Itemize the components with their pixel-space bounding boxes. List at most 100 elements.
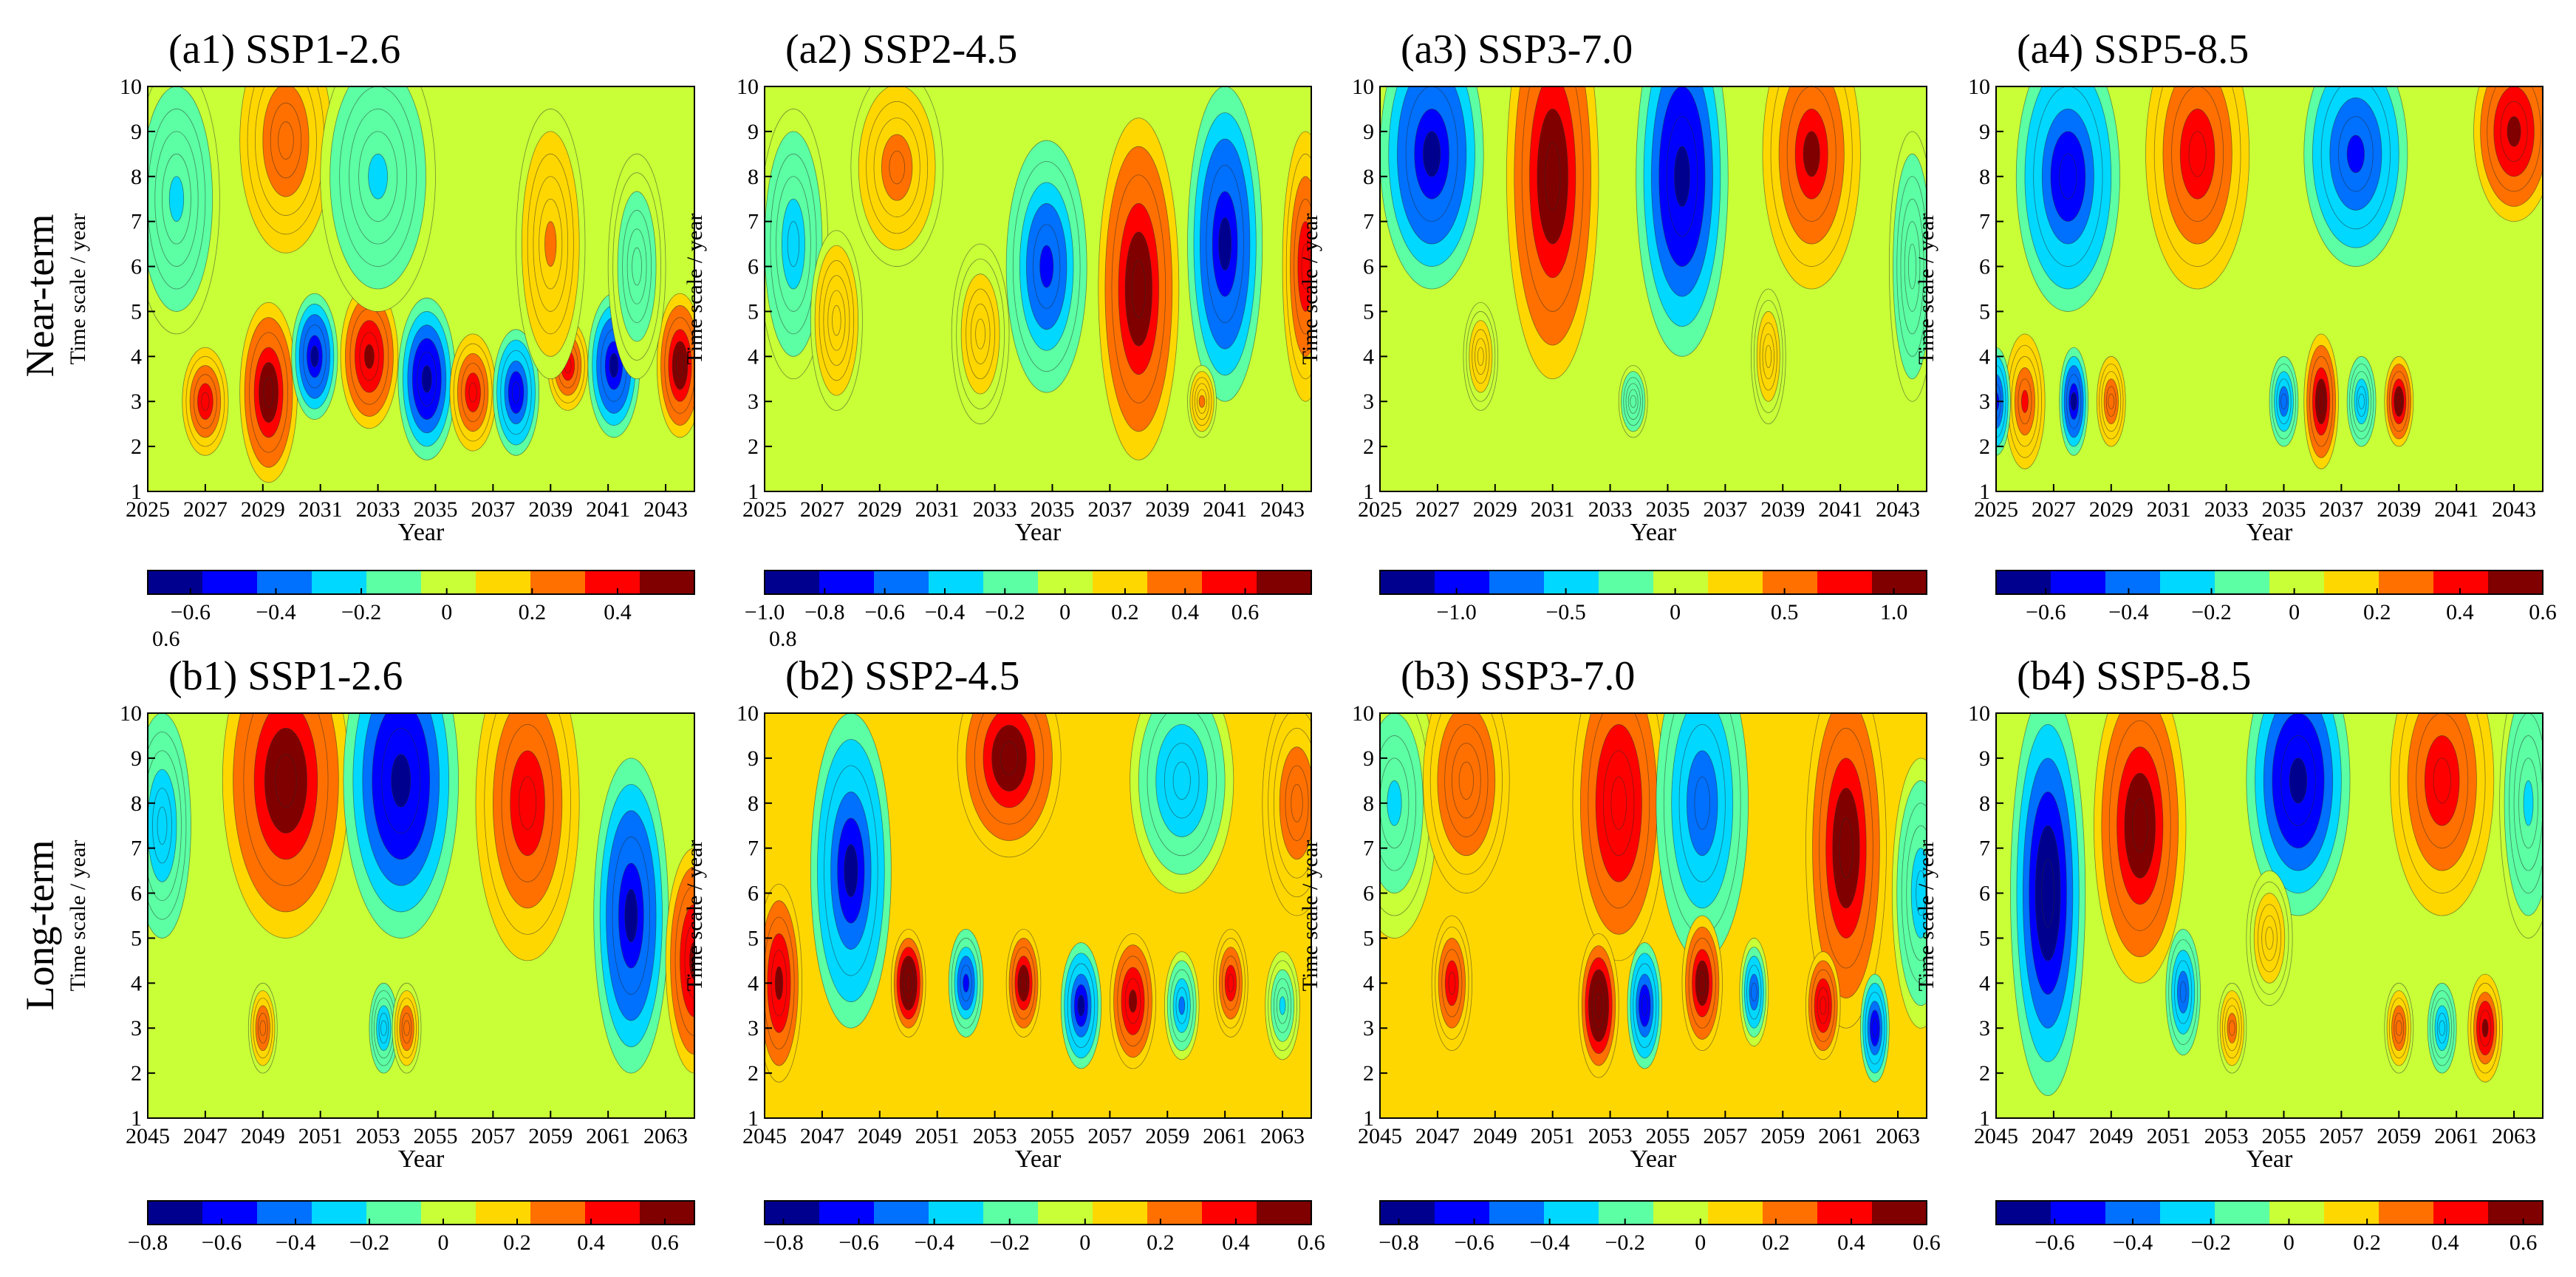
colorbar-tick-label: −0.6 bbox=[1454, 1230, 1494, 1255]
colorbar-tick-label: −0.8 bbox=[1378, 1230, 1418, 1255]
colorbar-segment bbox=[1489, 1201, 1545, 1225]
colorbar-tick-label: 0.6 bbox=[2510, 1230, 2538, 1255]
plot-frame bbox=[1379, 712, 1927, 1119]
contour-level bbox=[2041, 859, 2054, 927]
colorbar-tick-label: −0.2 bbox=[990, 1230, 1030, 1255]
colorbar-tick-label: 0.6 bbox=[1913, 1230, 1941, 1255]
contour-level bbox=[2481, 1018, 2489, 1038]
contour-feature bbox=[1805, 713, 1887, 1029]
contour-feature bbox=[1627, 942, 1663, 1069]
contour-feature bbox=[247, 982, 278, 1074]
contour-level bbox=[1128, 990, 1138, 1013]
contour-level bbox=[1458, 761, 1474, 800]
x-tick-label: 2043 bbox=[1260, 497, 1305, 522]
contour-level bbox=[1178, 996, 1186, 1015]
contour-feature bbox=[1860, 973, 1890, 1083]
contour-level bbox=[2317, 389, 2325, 413]
panel-b4: (b4) SSP5-8.5 1 2 3 4 5 6 7 8 9 10 2045 2047 2049 2051… bbox=[1914, 653, 2543, 1255]
colorbar-segment bbox=[1435, 1201, 1490, 1225]
colorbar-tick-label: −0.2 bbox=[2191, 1230, 2231, 1255]
contour-level bbox=[963, 973, 970, 992]
contour-feature bbox=[291, 293, 338, 420]
colorbar-segment bbox=[1708, 571, 1763, 594]
contour-level bbox=[2358, 393, 2365, 409]
colorbar-tick-label: 0.2 bbox=[2363, 600, 2391, 624]
row-label-long-term: Long-term bbox=[18, 840, 62, 1011]
colorbar-segment bbox=[2051, 1201, 2106, 1225]
x-tick-label: 2025 bbox=[742, 497, 787, 522]
x-tick-label: 2037 bbox=[1087, 497, 1132, 522]
contour-level bbox=[2395, 393, 2402, 409]
y-tick-label: 2 bbox=[748, 1061, 759, 1086]
y-tick-label: 5 bbox=[1979, 299, 1990, 324]
colorbar-tick-label: −0.4 bbox=[276, 1230, 315, 1255]
colorbar: −1.0 −0.5 0 0.5 1.0 bbox=[1379, 570, 1927, 624]
colorbar-segment bbox=[530, 1201, 586, 1225]
contour-feature bbox=[656, 293, 694, 438]
x-tick-label: 2033 bbox=[1588, 497, 1633, 522]
y-tick-label: 6 bbox=[748, 255, 759, 279]
contour-feature bbox=[2015, 86, 2120, 312]
contour-level bbox=[1020, 973, 1027, 992]
colorbar-segment bbox=[2160, 1201, 2215, 1225]
colorbar-segment bbox=[2433, 571, 2489, 594]
contour-level bbox=[168, 176, 185, 222]
panel-b3: (b3) SSP3-7.0 1 2 3 4 5 6 7 8 9 10 2045 2047 2049 2051… bbox=[1298, 653, 1941, 1255]
contour-level bbox=[1674, 146, 1690, 207]
colorbar-segment bbox=[1038, 1201, 1093, 1225]
y-tick-label: 8 bbox=[131, 791, 142, 816]
colorbar-segment bbox=[1257, 571, 1312, 594]
contour-level bbox=[2059, 153, 2077, 200]
colorbar-tick-label: −0.8 bbox=[804, 600, 844, 624]
y-tick-label: 1 bbox=[1979, 480, 1990, 504]
x-tick-label: 2033 bbox=[973, 497, 1017, 522]
contour-feature bbox=[957, 713, 1062, 858]
colorbar-segment bbox=[366, 1201, 422, 1225]
colorbar-tick-label: 0 bbox=[1059, 600, 1070, 624]
contour-feature bbox=[850, 86, 943, 267]
x-tick-label: 2027 bbox=[2032, 497, 2076, 522]
colorbar-extra-label: 0.8 bbox=[769, 627, 797, 651]
colorbar-segment bbox=[1996, 571, 2051, 594]
y-tick-label: 4 bbox=[1979, 971, 1990, 995]
colorbar-segment bbox=[2379, 1201, 2434, 1225]
contour-level bbox=[1641, 995, 1648, 1017]
contour-level bbox=[689, 941, 694, 980]
colorbar-segment bbox=[1093, 1201, 1148, 1225]
colorbar-segment bbox=[1435, 571, 1490, 594]
colorbar-segment bbox=[2215, 1201, 2270, 1225]
x-tick-label: 2033 bbox=[2204, 497, 2249, 522]
y-tick-label: 7 bbox=[131, 210, 142, 234]
colorbar-tick-label: −0.4 bbox=[256, 600, 295, 624]
contour-feature bbox=[392, 982, 422, 1074]
y-tick-label: 10 bbox=[1352, 75, 1374, 99]
contour-level bbox=[2265, 926, 2274, 950]
contour-field bbox=[1380, 713, 1927, 1118]
colorbar-segment bbox=[148, 1201, 203, 1225]
panel-a4: (a4) SSP5-8.5 1 2 3 4 5 6 7 8 9 10 2025 2027 2029 2031… bbox=[1914, 27, 2557, 624]
y-tick-label: 1 bbox=[1363, 480, 1374, 504]
contour-feature bbox=[2384, 982, 2414, 1074]
colorbar-segment bbox=[765, 1201, 820, 1225]
contour-feature bbox=[810, 230, 863, 411]
y-tick-label: 3 bbox=[131, 389, 142, 414]
y-axis-label: Time scale / year bbox=[683, 214, 707, 365]
contour-level bbox=[157, 806, 168, 845]
contour-feature bbox=[810, 713, 892, 1029]
y-tick-label: 8 bbox=[1363, 165, 1374, 189]
y-tick-label: 1 bbox=[131, 480, 142, 504]
contour-level bbox=[519, 776, 537, 830]
contour-feature bbox=[1506, 86, 1599, 380]
y-tick-label: 5 bbox=[131, 926, 142, 950]
colorbar-segment bbox=[1147, 571, 1203, 594]
contour-level bbox=[1291, 784, 1303, 823]
x-tick-label: 2061 bbox=[2434, 1124, 2478, 1148]
contour-feature bbox=[2384, 355, 2414, 447]
y-tick-label: 3 bbox=[1363, 389, 1374, 414]
contour-level bbox=[1000, 741, 1019, 775]
contour-level bbox=[787, 221, 800, 267]
colorbar-frame bbox=[1995, 570, 2543, 595]
y-axis-label: Time scale / year bbox=[683, 840, 707, 992]
contour-level bbox=[1301, 243, 1310, 290]
